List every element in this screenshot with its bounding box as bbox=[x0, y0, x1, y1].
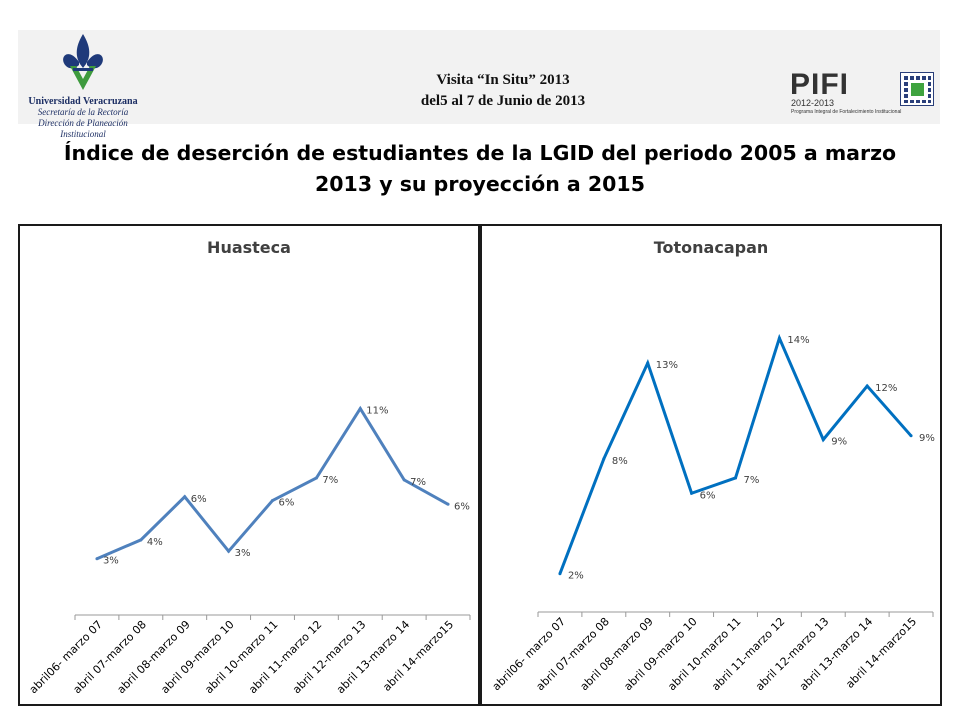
data-point bbox=[314, 476, 318, 480]
x-tick-label: abril 13-marzo 14 bbox=[334, 618, 412, 696]
data-point bbox=[139, 538, 143, 542]
data-label: 4% bbox=[147, 537, 163, 548]
chart-title-huasteca: Huasteca bbox=[207, 238, 291, 257]
x-tick-label: abril 11-marzo 12 bbox=[709, 615, 787, 693]
data-label: 7% bbox=[744, 475, 760, 486]
data-label: 6% bbox=[700, 490, 716, 501]
x-tick-label: abril 08-marzo 09 bbox=[577, 615, 655, 693]
x-tick-label: abril06- marzo 07 bbox=[490, 615, 568, 693]
data-point bbox=[602, 457, 606, 461]
data-label: 3% bbox=[235, 548, 251, 559]
x-tick-label: abril06- marzo 07 bbox=[27, 618, 105, 696]
x-tick-label: abril 10-marzo 11 bbox=[665, 615, 743, 693]
data-label: 9% bbox=[919, 433, 935, 444]
x-tick-label: abril 13-marzo 14 bbox=[797, 615, 875, 693]
data-label: 11% bbox=[366, 406, 388, 417]
x-tick-label: abril 12-marzo 13 bbox=[290, 618, 368, 696]
x-tick-label: abril 11-marzo 12 bbox=[246, 618, 324, 696]
chart-panel-huasteca: Huasteca 3% 4% 6% 3% 6% 7% 11% 7% 6% abril06- mar… bbox=[18, 224, 480, 706]
data-label: 14% bbox=[787, 335, 809, 346]
data-label: 6% bbox=[279, 498, 295, 509]
data-label: 12% bbox=[875, 383, 897, 394]
x-tick-label: abril 08-marzo 09 bbox=[114, 618, 192, 696]
x-tick-label: abril 07-marzo 08 bbox=[71, 618, 149, 696]
data-point bbox=[271, 499, 274, 503]
data-label: 7% bbox=[322, 475, 338, 486]
pifi-program: Programa Integral de Fortalecimiento Ins… bbox=[791, 109, 902, 115]
pifi-logo: PIFI 2012-2013 Programa Integral de Fort… bbox=[790, 68, 940, 124]
data-label: 9% bbox=[831, 437, 847, 448]
data-point bbox=[909, 434, 913, 438]
slide-header: Universidad Veracruzana Secretaría de la… bbox=[18, 30, 940, 139]
pifi-grid-icon bbox=[900, 72, 934, 106]
data-label: 13% bbox=[656, 360, 678, 371]
slide-title-line1: Índice de deserción de estudiantes de la… bbox=[63, 141, 897, 165]
x-tick-label: abril 12-marzo 13 bbox=[753, 615, 831, 693]
data-label: 3% bbox=[103, 556, 119, 567]
slide-title: Índice de deserción de estudiantes de la… bbox=[40, 138, 920, 200]
x-tick-label: abril 09-marzo 10 bbox=[621, 615, 699, 693]
x-tick-label: abril 07-marzo 08 bbox=[534, 615, 612, 693]
x-tick-label: abril 09-marzo 10 bbox=[158, 618, 236, 696]
university-secretariat: Secretaría de la Rectoría bbox=[37, 107, 129, 117]
data-label: 2% bbox=[568, 571, 584, 582]
x-tick-label: abril 10-marzo 11 bbox=[202, 618, 280, 696]
line-chart-huasteca: 3%4%6%3%6%7%11%7%6%abril06- marzo 07abri… bbox=[27, 406, 471, 696]
data-point bbox=[777, 336, 781, 340]
data-point bbox=[690, 491, 694, 495]
fleur-de-lis-icon bbox=[63, 34, 103, 90]
university-logo: Universidad Veracruzana Secretaría de la… bbox=[18, 32, 148, 139]
visit-dates: del5 al 7 de Junio de 2013 bbox=[420, 93, 586, 109]
data-point bbox=[446, 502, 450, 506]
data-point bbox=[865, 384, 869, 388]
data-point bbox=[227, 549, 231, 553]
university-directorate: Dirección de Planeación Institucional bbox=[38, 118, 128, 139]
data-point bbox=[646, 361, 650, 365]
visit-title: Visita “In Situ” 2013 bbox=[436, 72, 570, 88]
data-point bbox=[734, 476, 737, 480]
pifi-wordmark: PIFI bbox=[790, 68, 850, 101]
slide-title-line2: 2013 y su proyección a 2015 bbox=[315, 172, 645, 196]
data-label: 8% bbox=[612, 456, 628, 467]
line-chart-totonacapan: 2%8%13%6%7%14%9%12%9%abril06- marzo 07ab… bbox=[490, 333, 935, 693]
data-point bbox=[95, 557, 99, 561]
data-point bbox=[821, 438, 825, 442]
data-label: 7% bbox=[410, 477, 426, 488]
data-point bbox=[558, 572, 562, 576]
data-label: 6% bbox=[191, 494, 207, 505]
data-label: 6% bbox=[454, 501, 470, 512]
university-name: Universidad Veracruzana bbox=[28, 96, 138, 107]
data-point bbox=[358, 407, 362, 411]
data-point bbox=[183, 495, 187, 499]
chart-title-totonacapan: Totonacapan bbox=[653, 238, 769, 257]
visit-info: Visita “In Situ” 2013 del5 al 7 de Junio… bbox=[303, 70, 703, 112]
chart-panel-totonacapan: Totonacapan 2% 8% 13% 6% 7% 14% 9% 12% 9% abril06… bbox=[480, 224, 942, 706]
pifi-years: 2012-2013 bbox=[791, 98, 835, 108]
data-point bbox=[402, 478, 406, 482]
